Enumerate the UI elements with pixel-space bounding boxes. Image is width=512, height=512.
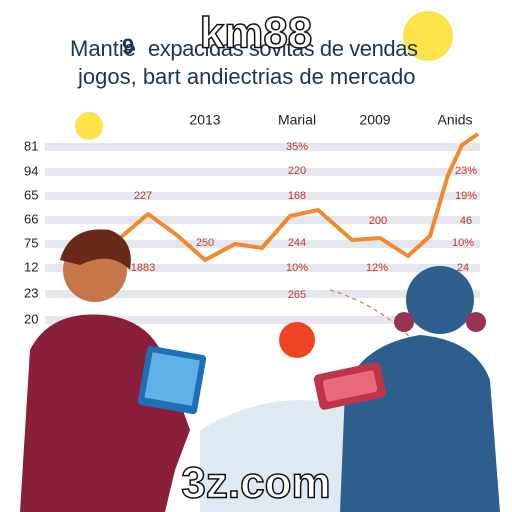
column-head: Anids xyxy=(437,112,472,128)
header-line2: jogos, bart andiectrias de mercado xyxy=(77,64,416,89)
row-label: 65 xyxy=(24,187,38,202)
column-head: Marial xyxy=(278,112,316,128)
row-label: 81 xyxy=(24,138,38,153)
column-head: 2013 xyxy=(189,112,220,128)
annotation: 23% xyxy=(455,165,477,177)
annotation: 35% xyxy=(286,141,308,153)
annotation: 244 xyxy=(288,237,306,249)
annotation: 10% xyxy=(286,262,308,274)
dashed-arc xyxy=(329,289,471,441)
watermark-bottom: 3z.com xyxy=(181,459,330,508)
header-number: 9 xyxy=(122,34,134,59)
row-label: 20 xyxy=(24,311,38,326)
yellow-dot xyxy=(75,112,103,140)
annotation: 220 xyxy=(288,165,306,177)
annotation: 19% xyxy=(455,190,477,202)
annotation: 24 xyxy=(457,262,469,274)
sun-dot xyxy=(403,11,453,61)
annotation: 265 xyxy=(288,289,306,301)
annotation: 1883 xyxy=(131,262,155,274)
row-label: 94 xyxy=(24,163,38,178)
annotation: 46 xyxy=(460,215,472,227)
red-dot xyxy=(279,322,315,358)
annotation: 200 xyxy=(369,215,387,227)
annotation: 168 xyxy=(288,190,306,202)
person-right xyxy=(313,266,500,512)
row-label: 75 xyxy=(24,235,38,250)
row-label: 23 xyxy=(24,285,38,300)
header-end: expacidas sovitas de vendas xyxy=(148,36,418,61)
annotation: 250 xyxy=(196,237,214,249)
row-label: 12 xyxy=(24,259,38,274)
annotation: 227 xyxy=(134,190,152,202)
trend-line xyxy=(118,132,480,262)
annotation: 12% xyxy=(366,262,388,274)
watermark-top: km88 xyxy=(200,9,313,58)
column-head: 2009 xyxy=(359,112,390,128)
row-label: 66 xyxy=(24,211,38,226)
header-start: Mantie xyxy=(70,36,136,61)
person-left xyxy=(20,229,207,512)
annotation: 10% xyxy=(452,237,474,249)
